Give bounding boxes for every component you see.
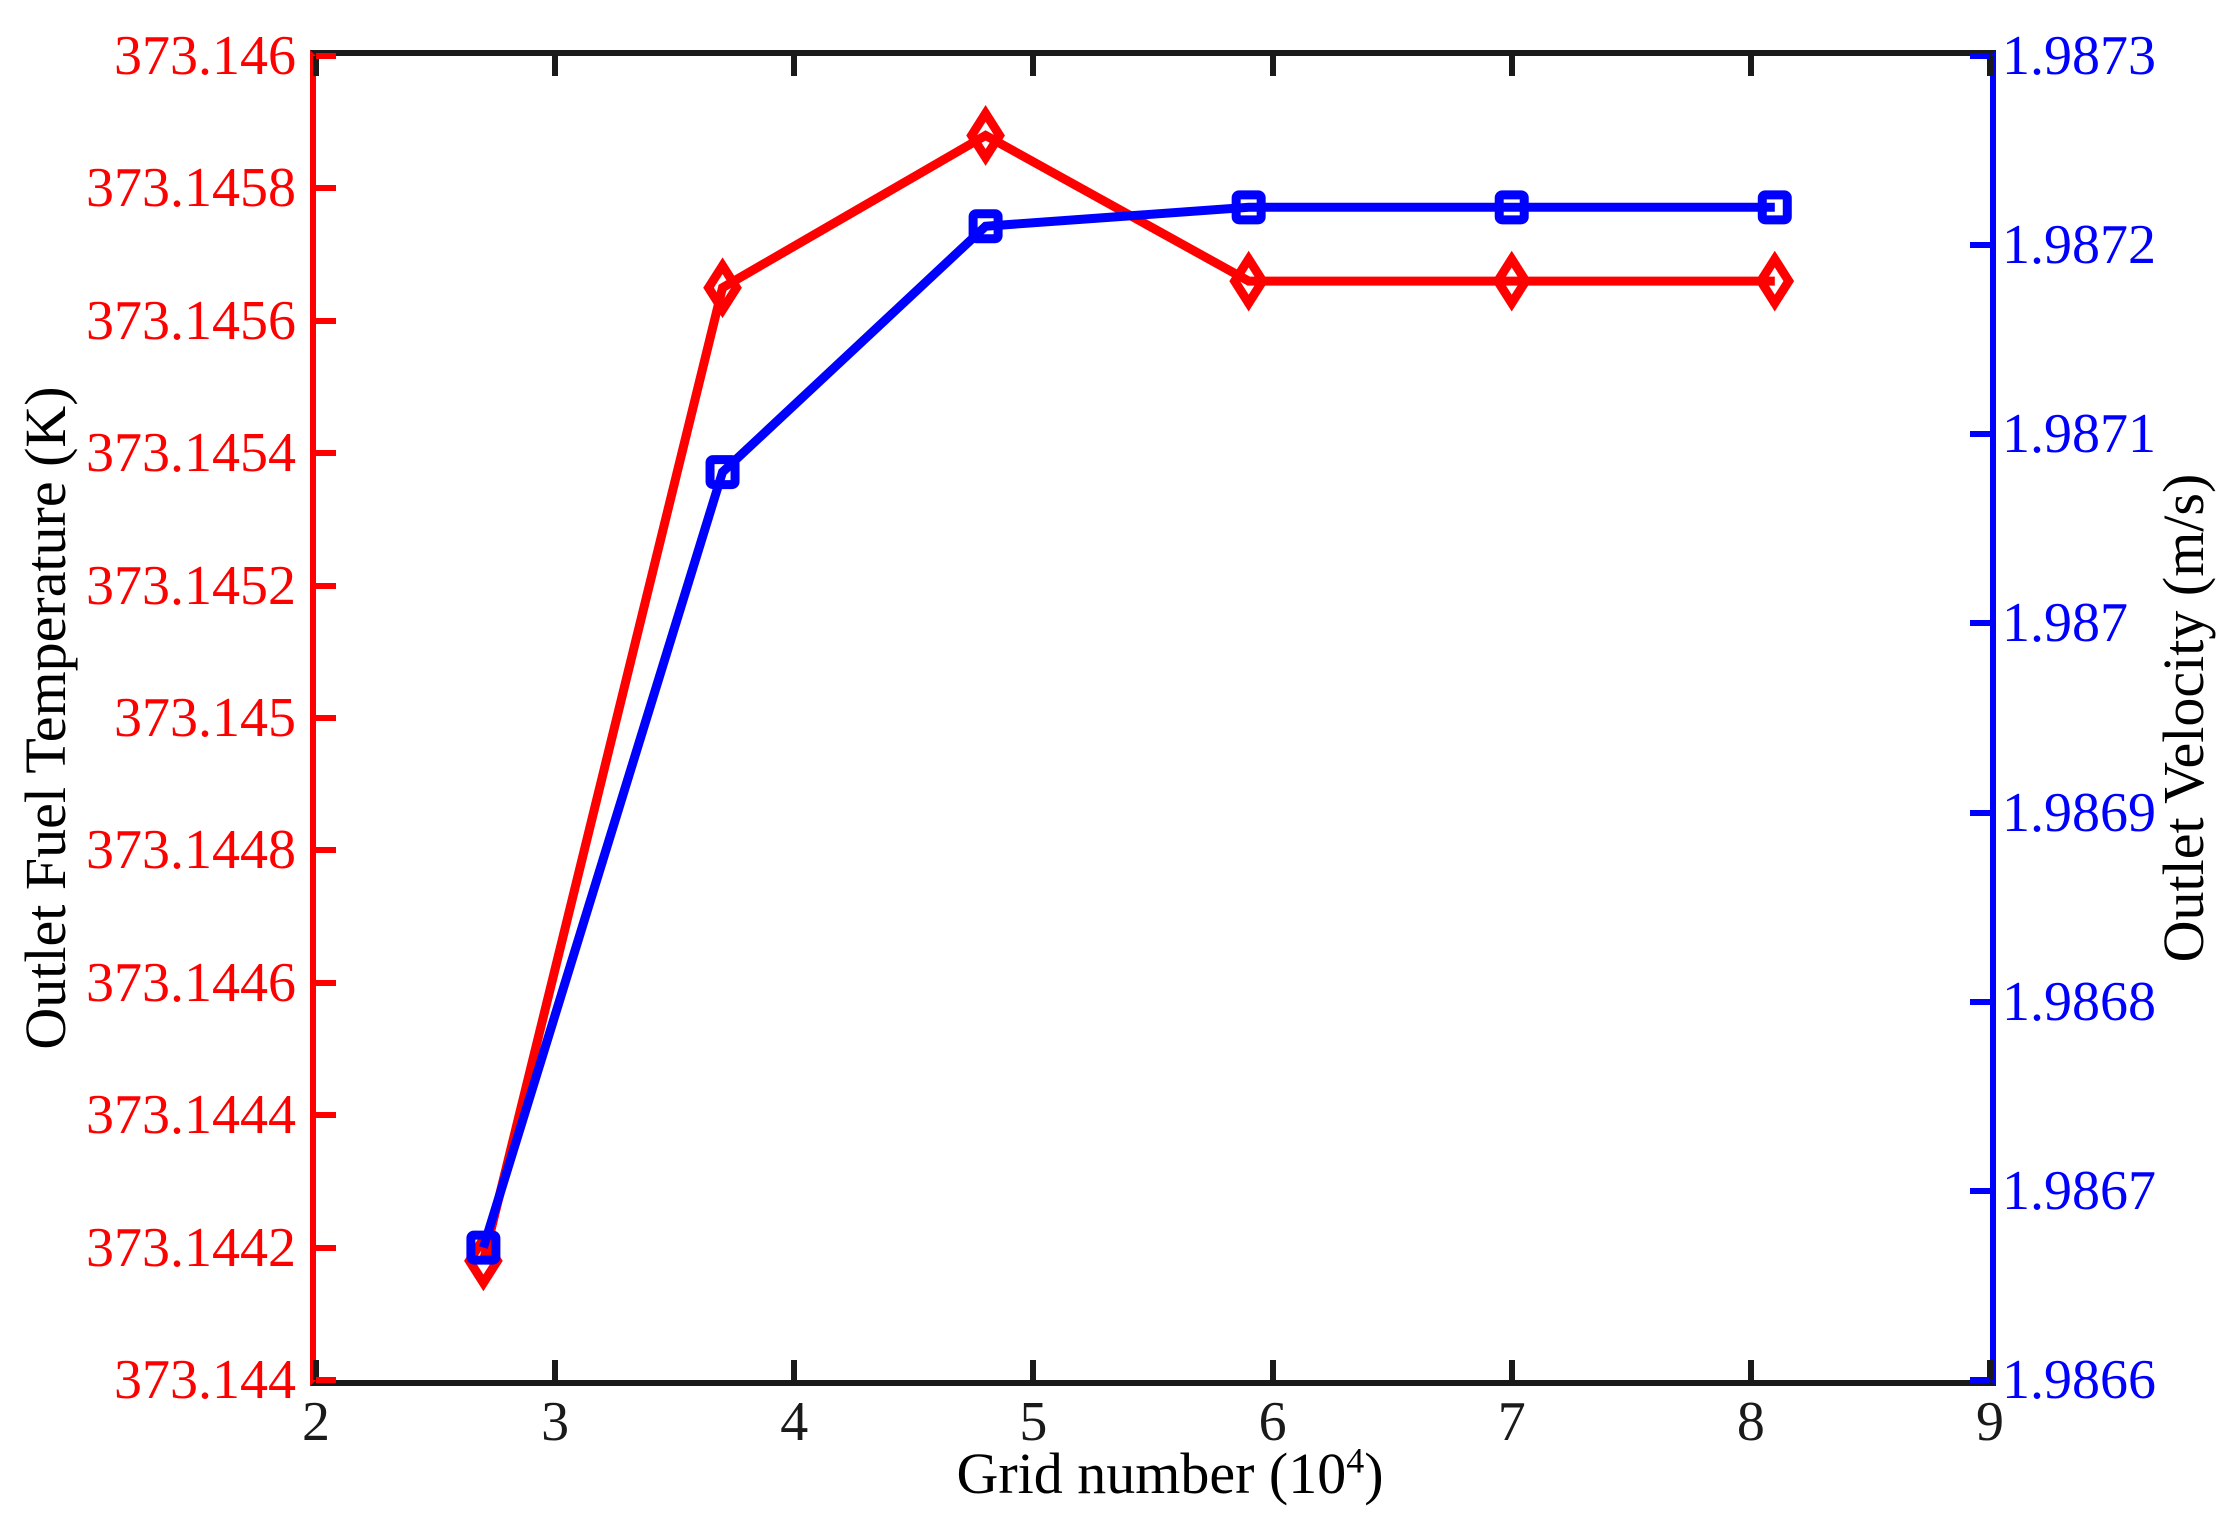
square-marker (705, 455, 740, 490)
x-tick-label: 4 (780, 1391, 809, 1453)
x-axis-title: Grid number (104) (670, 1438, 1670, 1510)
x-tick (552, 1360, 559, 1380)
x-tick (1987, 56, 1993, 76)
left-tick (316, 715, 336, 721)
left-tick (316, 582, 336, 589)
right-tick-label: 1.9871 (2002, 403, 2156, 466)
x-tick-label: 8 (1736, 1391, 1765, 1453)
square-marker (1231, 190, 1266, 225)
left-tick (316, 979, 336, 986)
right-tick (1970, 998, 1990, 1005)
plot-frame (310, 50, 1996, 1386)
left-tick-label: 373.1452 (86, 554, 296, 617)
diamond-marker (703, 257, 742, 319)
series-line-diamond (479, 130, 1775, 1262)
right-tick (1970, 1377, 1990, 1383)
left-tick-label: 373.145 (114, 687, 296, 749)
x-tick (552, 56, 559, 76)
x-axis-title-exponent: 4 (1346, 1440, 1365, 1481)
diamond-marker (1755, 250, 1795, 312)
right-tick-label: 1.9868 (2002, 970, 2156, 1033)
x-tick (313, 1360, 319, 1380)
right-tick (1970, 620, 1990, 627)
square-marker (968, 209, 1003, 244)
x-tick (791, 1360, 798, 1380)
right-tick-label: 1.9867 (2002, 1159, 2156, 1222)
right-tick-label: 1.987 (2002, 592, 2128, 655)
diamond-marker (1229, 250, 1268, 312)
left-tick (316, 317, 336, 324)
diamond-marker (1492, 250, 1532, 312)
right-axis-title: Outlet Velocity (m/s) (2151, 473, 2216, 963)
right-tick (1970, 809, 1990, 816)
right-tick-label: 1.9869 (2002, 781, 2156, 844)
right-tick-label: 1.9866 (2002, 1349, 2156, 1411)
x-axis-title-text: Grid number (10 (956, 1441, 1347, 1506)
left-tick-label: 373.1454 (86, 422, 296, 485)
square-marker (1494, 190, 1529, 225)
left-tick (316, 1112, 336, 1119)
x-tick (313, 56, 319, 76)
x-tick (1030, 56, 1037, 76)
square-marker (1757, 190, 1792, 225)
left-tick (316, 847, 336, 854)
square-marker (466, 1230, 501, 1265)
left-tick-label: 373.1448 (86, 819, 296, 882)
x-tick (1747, 1360, 1754, 1380)
left-tick-label: 373.1444 (86, 1084, 296, 1147)
x-tick-label: 9 (1976, 1391, 2004, 1453)
x-tick-label: 2 (302, 1391, 330, 1453)
x-tick (1987, 1360, 1993, 1380)
left-tick-label: 373.1458 (86, 157, 296, 220)
left-tick (316, 450, 336, 457)
series-plot (464, 105, 1795, 1292)
x-tick-label: 5 (1019, 1391, 1048, 1453)
x-tick (1269, 1360, 1276, 1380)
left-tick-label: 373.144 (114, 1349, 296, 1411)
x-tick (1508, 56, 1515, 76)
left-tick-label: 373.1442 (86, 1216, 296, 1279)
right-tick (1970, 242, 1990, 249)
left-tick (316, 185, 336, 192)
x-axis-title-suffix: ) (1364, 1441, 1384, 1506)
x-tick (1269, 56, 1276, 76)
right-tick (1970, 53, 1990, 59)
x-tick-label: 6 (1258, 1391, 1287, 1453)
left-tick (316, 53, 336, 59)
x-tick (1030, 1360, 1037, 1380)
left-tick (316, 1377, 336, 1383)
x-tick-label: 7 (1497, 1391, 1526, 1453)
diamond-marker (966, 105, 1005, 166)
left-tick-label: 373.1446 (86, 951, 296, 1014)
x-tick (791, 56, 798, 76)
x-tick (1747, 56, 1754, 76)
right-tick (1970, 431, 1990, 438)
right-tick-label: 1.9872 (2002, 214, 2156, 277)
right-tick (1970, 1187, 1990, 1194)
series-line-square (479, 202, 1775, 1249)
x-tick (1508, 1360, 1515, 1380)
x-tick-label: 3 (541, 1391, 570, 1453)
left-tick-label: 373.146 (114, 25, 296, 87)
left-tick-label: 373.1456 (86, 289, 296, 352)
left-tick (316, 1244, 336, 1251)
right-tick-label: 1.9873 (2002, 25, 2156, 87)
